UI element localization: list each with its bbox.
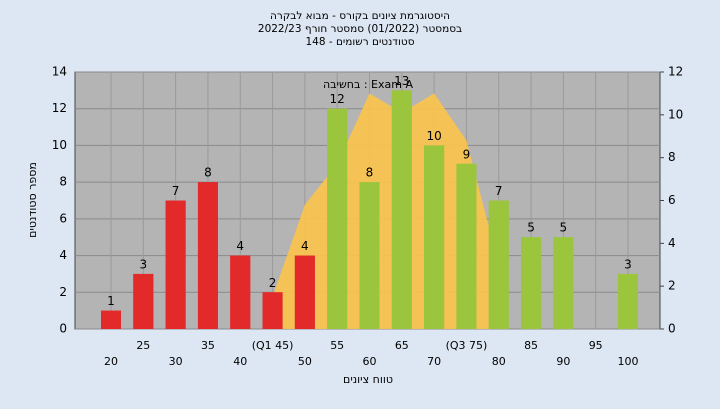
bar-shade xyxy=(101,310,121,329)
bar-shade xyxy=(521,237,542,329)
data-label: 3 xyxy=(624,257,632,271)
data-label: 9 xyxy=(463,147,471,161)
x-tick-label: 55 xyxy=(330,339,344,352)
data-label: 12 xyxy=(330,92,345,106)
x-tick-label: 85 xyxy=(524,339,538,352)
data-label: 5 xyxy=(527,221,535,235)
bar-shade xyxy=(359,182,380,329)
x-tick-label: 40 xyxy=(233,355,247,368)
y-tick-label: 10 xyxy=(52,138,67,152)
data-label: 2 xyxy=(269,276,277,290)
data-label: 7 xyxy=(172,184,180,198)
x-axis-label: טווח ציונים xyxy=(343,373,393,386)
data-label: 10 xyxy=(426,129,441,143)
y-tick-label: 14 xyxy=(52,65,67,79)
y-tick-label: 8 xyxy=(59,175,67,189)
bar-shade xyxy=(424,145,445,329)
y-tick-label: 0 xyxy=(59,322,67,336)
chart-title: היסטוגרמת ציונים בקורס - מבוא לבקרה xyxy=(270,10,450,22)
plot xyxy=(75,71,660,330)
x-tick-label: 65 xyxy=(395,339,409,352)
y2-tick-label: 6 xyxy=(668,193,676,207)
y2-tick-label: 12 xyxy=(668,65,683,79)
data-label: 8 xyxy=(366,166,374,180)
data-label: 13 xyxy=(394,74,409,88)
x-tick-label: 90 xyxy=(556,355,570,368)
annotation: בחשיבה : Exam A xyxy=(323,78,413,91)
x-tick-label: 80 xyxy=(492,355,506,368)
bar-shade xyxy=(391,90,412,329)
bar-shade xyxy=(327,108,348,329)
y-axis-label: מספר סטודנטים xyxy=(26,162,39,238)
data-label: 1 xyxy=(107,294,115,308)
bar-shade xyxy=(618,273,638,329)
y-tick-label: 12 xyxy=(52,101,67,115)
x-tick-label: 95 xyxy=(589,339,603,352)
y2-tick-label: 8 xyxy=(668,150,676,164)
data-label: 3 xyxy=(139,257,147,271)
y2-tick-label: 2 xyxy=(668,279,676,293)
data-label: 8 xyxy=(204,166,212,180)
y-tick-label: 2 xyxy=(59,285,67,299)
y-tick-label: 4 xyxy=(59,248,67,262)
bar-shade xyxy=(262,292,283,329)
y-tick-label: 6 xyxy=(59,211,67,225)
bar-shade xyxy=(230,255,251,329)
bar-shade xyxy=(294,255,315,329)
x-tick-label: 20 xyxy=(104,355,118,368)
bar-shade xyxy=(133,273,154,329)
y2-tick-label: 4 xyxy=(668,236,676,250)
x-tick-label: 100 xyxy=(618,355,639,368)
chart-subtitle: בסמסטר (01/2022) סמסטר חורף 2022/23 xyxy=(258,23,462,35)
chart-subtitle: סטודנטים רשומים - 148 xyxy=(305,36,414,48)
x-tick-label: 50 xyxy=(298,355,312,368)
bar-shade xyxy=(488,200,509,329)
bar-shade xyxy=(456,163,477,329)
x-tick-label: 30 xyxy=(169,355,183,368)
x-tick-label: (Q1 45) xyxy=(252,339,294,352)
y2-tick-label: 0 xyxy=(668,322,676,336)
data-label: 4 xyxy=(236,239,244,253)
x-tick-label: 35 xyxy=(201,339,215,352)
data-label: 5 xyxy=(560,221,568,235)
data-label: 7 xyxy=(495,184,503,198)
data-label: 4 xyxy=(301,239,309,253)
x-tick-label: (Q3 75) xyxy=(446,339,488,352)
y2-tick-label: 10 xyxy=(668,107,683,121)
bar-shade xyxy=(553,237,574,329)
x-tick-label: 70 xyxy=(427,355,441,368)
bar-shade xyxy=(165,200,186,329)
bar-shade xyxy=(197,182,218,329)
x-tick-label: 25 xyxy=(136,339,150,352)
x-tick-label: 60 xyxy=(363,355,377,368)
